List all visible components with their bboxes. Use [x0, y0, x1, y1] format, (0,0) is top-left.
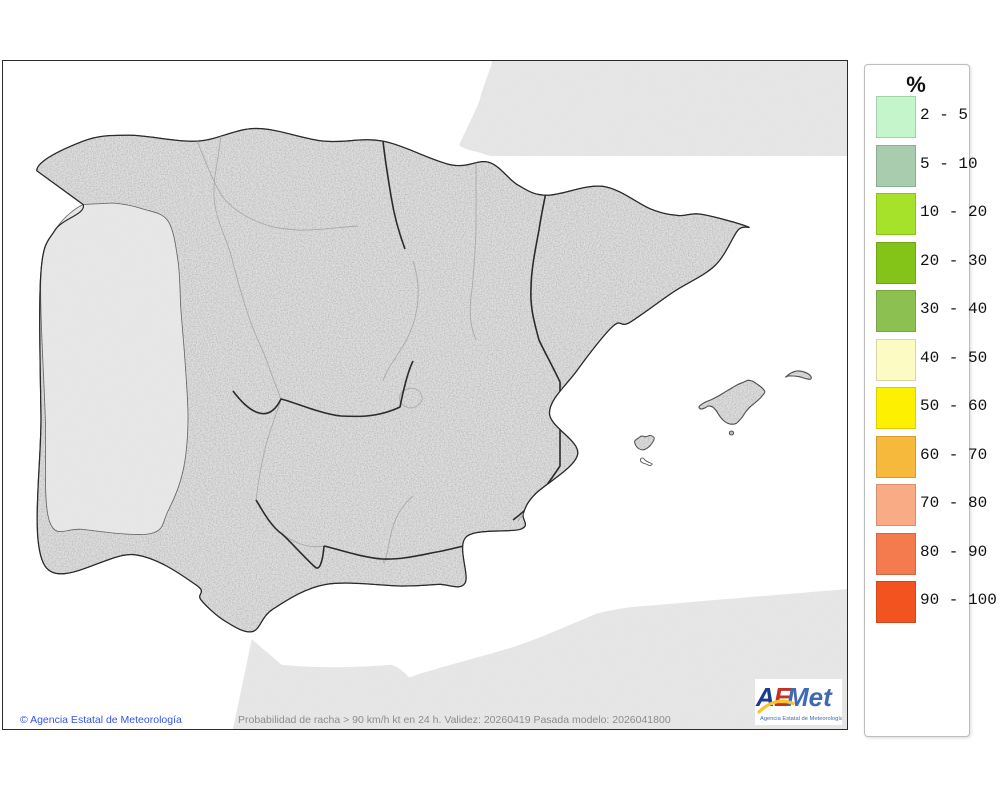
svg-text:Agencia Estatal de Meteorologí: Agencia Estatal de Meteorología — [760, 716, 842, 722]
svg-text:Met: Met — [787, 682, 833, 712]
